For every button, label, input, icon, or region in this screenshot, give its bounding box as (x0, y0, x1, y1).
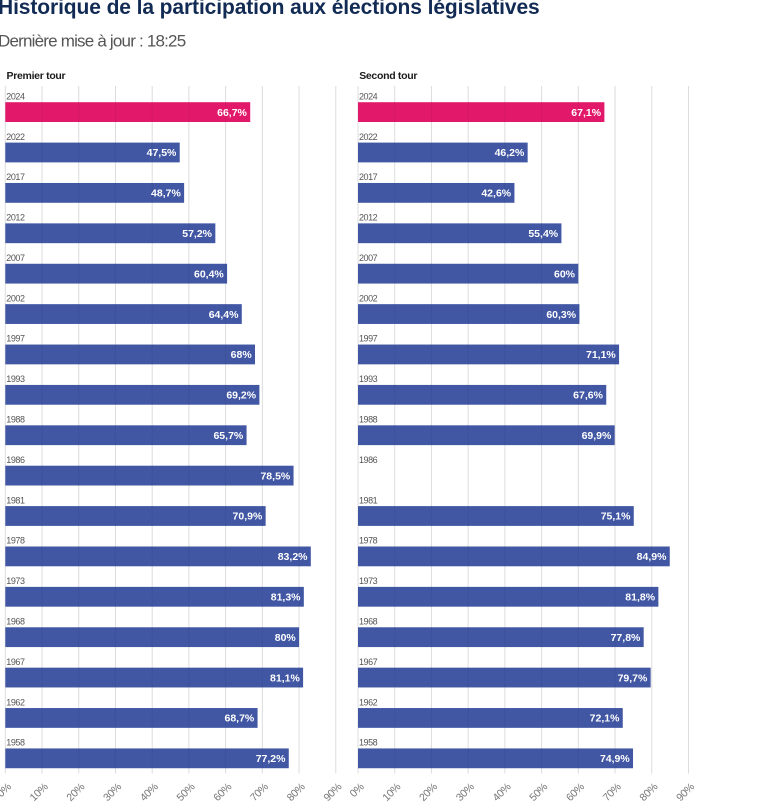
svg-text:84,9%: 84,9% (637, 551, 667, 563)
svg-text:57,2%: 57,2% (182, 228, 212, 240)
svg-text:1973: 1973 (359, 576, 378, 586)
svg-text:74,9%: 74,9% (600, 753, 630, 765)
svg-text:1978: 1978 (6, 536, 25, 546)
svg-text:1973: 1973 (6, 576, 25, 586)
svg-text:1967: 1967 (359, 657, 378, 667)
svg-text:1986: 1986 (359, 455, 378, 465)
svg-text:77,2%: 77,2% (256, 753, 286, 765)
svg-text:75,1%: 75,1% (601, 511, 631, 523)
svg-text:80%: 80% (275, 632, 297, 644)
svg-text:68,7%: 68,7% (224, 713, 254, 725)
svg-text:69,9%: 69,9% (582, 430, 612, 442)
svg-text:2012: 2012 (6, 213, 25, 223)
svg-text:72,1%: 72,1% (590, 713, 620, 725)
svg-text:Second tour: Second tour (359, 70, 417, 82)
svg-text:77,8%: 77,8% (611, 632, 641, 644)
svg-text:Dernière mise à jour : 18:25: Dernière mise à jour : 18:25 (0, 32, 186, 51)
svg-text:2007: 2007 (359, 253, 378, 263)
svg-text:2002: 2002 (359, 293, 378, 303)
svg-text:69,2%: 69,2% (226, 390, 256, 402)
svg-text:60,3%: 60,3% (546, 309, 576, 321)
svg-text:1958: 1958 (6, 738, 25, 748)
svg-text:Historique de la participation: Historique de la participation aux élect… (0, 0, 540, 19)
svg-text:1978: 1978 (359, 536, 378, 546)
svg-text:60%: 60% (554, 268, 576, 280)
svg-text:1993: 1993 (359, 374, 378, 384)
svg-text:42,6%: 42,6% (481, 188, 511, 200)
svg-text:1968: 1968 (359, 617, 378, 627)
svg-text:2017: 2017 (359, 172, 378, 182)
svg-text:1997: 1997 (6, 334, 25, 344)
svg-text:48,7%: 48,7% (151, 188, 181, 200)
svg-text:81,1%: 81,1% (270, 672, 300, 684)
svg-text:71,1%: 71,1% (586, 349, 616, 361)
svg-text:68%: 68% (231, 349, 253, 361)
svg-text:79,7%: 79,7% (618, 672, 648, 684)
svg-text:1988: 1988 (6, 415, 25, 425)
svg-text:2017: 2017 (6, 172, 25, 182)
svg-text:2022: 2022 (359, 132, 378, 142)
svg-text:78,5%: 78,5% (260, 470, 290, 482)
svg-text:81,3%: 81,3% (271, 591, 301, 603)
svg-text:1981: 1981 (359, 495, 378, 505)
svg-text:1988: 1988 (359, 415, 378, 425)
svg-text:2024: 2024 (6, 91, 25, 101)
svg-text:46,2%: 46,2% (495, 147, 525, 159)
svg-text:83,2%: 83,2% (278, 551, 308, 563)
svg-text:1986: 1986 (6, 455, 25, 465)
svg-text:1962: 1962 (359, 697, 378, 707)
svg-text:2002: 2002 (6, 293, 25, 303)
svg-text:1993: 1993 (6, 374, 25, 384)
svg-text:81,8%: 81,8% (625, 591, 655, 603)
svg-text:1958: 1958 (359, 738, 378, 748)
svg-text:1967: 1967 (6, 657, 25, 667)
svg-text:65,7%: 65,7% (213, 430, 243, 442)
svg-text:2012: 2012 (359, 213, 378, 223)
svg-text:Premier tour: Premier tour (7, 70, 66, 82)
svg-text:1968: 1968 (6, 617, 25, 627)
svg-text:1997: 1997 (359, 334, 378, 344)
svg-text:2007: 2007 (6, 253, 25, 263)
svg-text:2022: 2022 (6, 132, 25, 142)
svg-text:66,7%: 66,7% (217, 107, 247, 119)
svg-text:2024: 2024 (359, 91, 378, 101)
svg-text:67,6%: 67,6% (573, 390, 603, 402)
svg-text:60,4%: 60,4% (194, 268, 224, 280)
svg-text:67,1%: 67,1% (571, 107, 601, 119)
svg-text:70,9%: 70,9% (233, 511, 263, 523)
svg-text:47,5%: 47,5% (147, 147, 177, 159)
svg-text:1981: 1981 (6, 495, 25, 505)
svg-text:55,4%: 55,4% (528, 228, 558, 240)
svg-text:64,4%: 64,4% (209, 309, 239, 321)
svg-text:1962: 1962 (6, 697, 25, 707)
